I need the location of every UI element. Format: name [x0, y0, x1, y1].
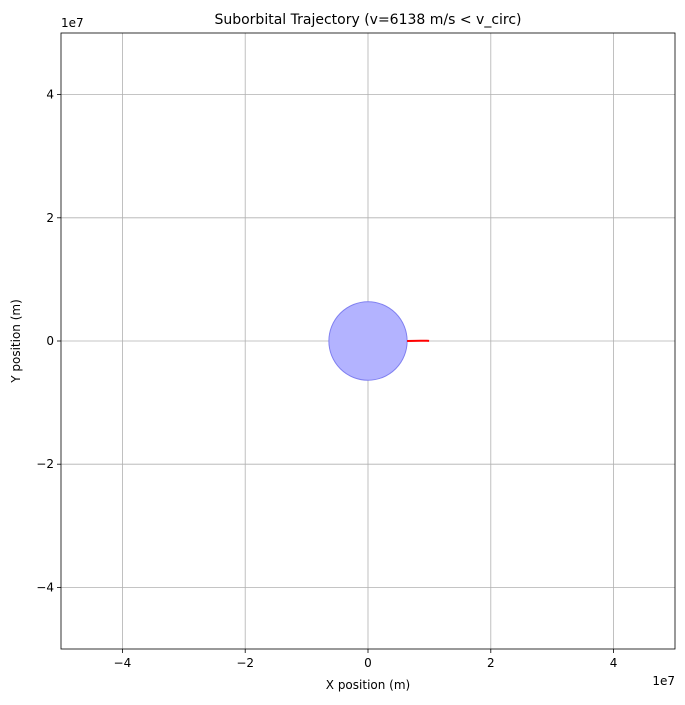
planet-circle — [329, 302, 407, 380]
y-tick-label: 4 — [46, 88, 54, 102]
chart-title: Suborbital Trajectory (v=6138 m/s < v_ci… — [214, 12, 521, 28]
y-axis-label: Y position (m) — [9, 299, 23, 384]
x-tick-label: 0 — [364, 656, 372, 670]
y-tick-label: −4 — [36, 580, 54, 594]
plot-area — [329, 302, 429, 380]
y-tick-label: 0 — [46, 334, 54, 348]
y-tick-label: 2 — [46, 211, 54, 225]
x-tick-label: 2 — [487, 656, 495, 670]
y-tick-label: −2 — [36, 457, 54, 471]
y-axis-offset-label: 1e7 — [61, 16, 84, 30]
axis-ticks: −4 −2 0 2 4 −4 −2 0 2 4 — [36, 88, 617, 670]
x-axis-label: X position (m) — [326, 678, 410, 692]
x-tick-label: 4 — [610, 656, 618, 670]
x-axis-offset-label: 1e7 — [652, 674, 675, 688]
x-tick-label: −2 — [236, 656, 254, 670]
x-tick-label: −4 — [114, 656, 132, 670]
